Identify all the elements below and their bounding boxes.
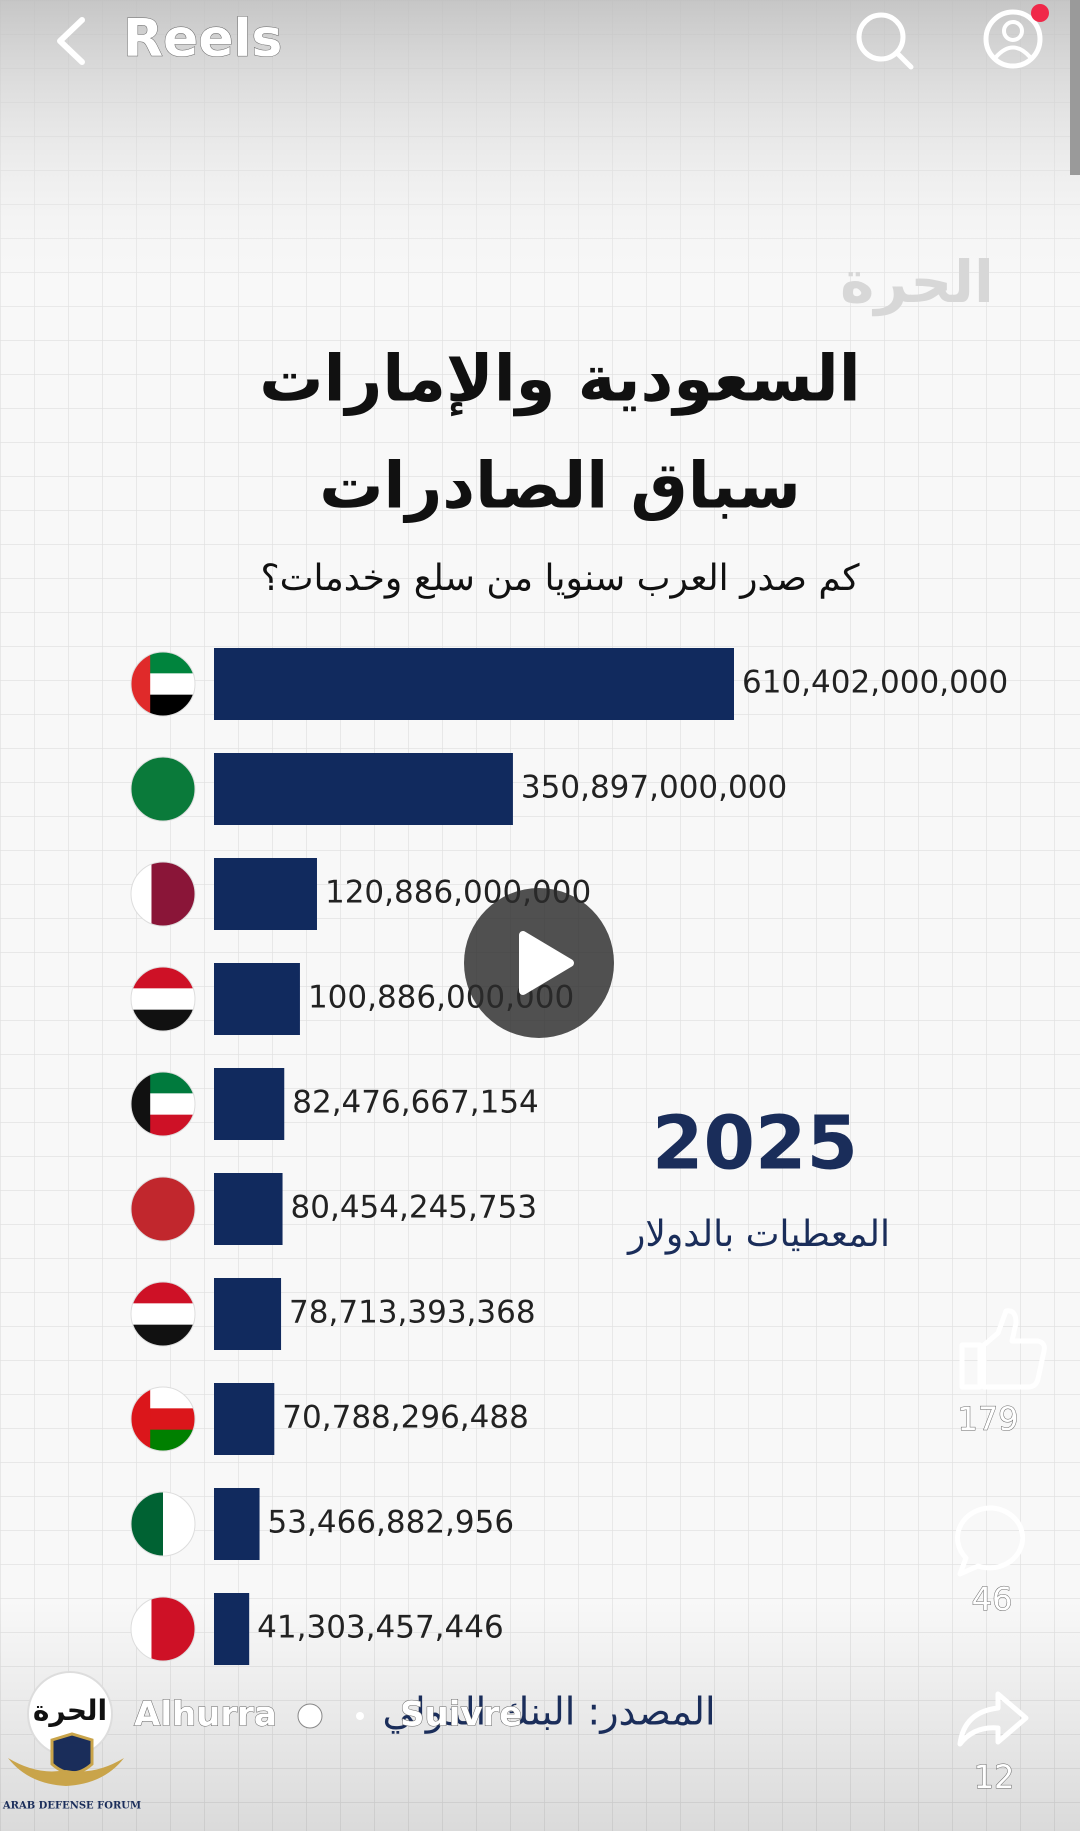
follow-button[interactable]: Suivre [400, 1694, 523, 1735]
value-label: 80,454,245,753 [291, 1190, 538, 1226]
bar [214, 1068, 285, 1140]
bar [214, 1488, 260, 1560]
value-label: 78,713,393,368 [289, 1295, 536, 1331]
comment-count: 46 [972, 1580, 1013, 1618]
bar [214, 1383, 275, 1455]
profile-button[interactable] [983, 4, 1049, 69]
flag [131, 1072, 195, 1136]
bar [214, 1278, 282, 1350]
author-name[interactable]: Alhurra [134, 1694, 278, 1735]
flag-rim [130, 1281, 196, 1347]
value-label: 610,402,000,000 [742, 665, 1008, 701]
source: المصدر: البنك الدولي [382, 1690, 715, 1735]
chart-title: السعودية والإمارات [259, 343, 860, 417]
flag [131, 1282, 195, 1346]
separator-dot [356, 1712, 364, 1720]
value-label: 70,788,296,488 [282, 1400, 529, 1436]
flag-band [131, 1597, 152, 1661]
flag [131, 862, 195, 926]
overlay-logo: ARAB DEFENSE FORUM [2, 1732, 141, 1812]
bar [214, 648, 734, 720]
flag [131, 967, 195, 1031]
like-button[interactable] [959, 1308, 1047, 1390]
flag-stripe [131, 967, 195, 989]
search-button[interactable] [856, 12, 914, 70]
avatar-text: الحرة [33, 1694, 107, 1727]
flag-rim [130, 1071, 196, 1137]
bar [214, 858, 317, 930]
flag-band [131, 652, 151, 716]
flag [131, 1387, 195, 1451]
flag-band [131, 1072, 151, 1136]
flag [131, 757, 195, 821]
flag-rim [130, 1176, 196, 1242]
verified-badge [297, 1703, 323, 1729]
value-label: 53,466,882,956 [268, 1505, 515, 1541]
share-count: 12 [974, 1758, 1015, 1796]
flag-rim [130, 861, 196, 927]
value-label: 41,303,457,446 [257, 1610, 504, 1646]
value-label: 350,897,000,000 [521, 770, 787, 806]
flag-stripe [131, 1303, 195, 1326]
value-label: 82,476,667,154 [292, 1085, 539, 1121]
flag [131, 1177, 195, 1241]
chart-subtitle: كم صدر العرب سنويا من سلع وخدمات؟ [260, 558, 860, 599]
overlay-logo-name: ARAB DEFENSE FORUM [2, 1801, 141, 1812]
flag-rim [130, 1596, 196, 1662]
unit-note: المعطيات بالدولار [626, 1214, 890, 1255]
back-button[interactable] [57, 17, 85, 65]
bar [214, 1593, 250, 1665]
bar [214, 753, 513, 825]
header-title: Reels [123, 9, 282, 69]
flag-band [131, 1387, 151, 1451]
chart-title: سباق الصادرات [319, 450, 801, 524]
flag [131, 652, 195, 716]
flag-rim [130, 651, 196, 717]
flag-stripe [131, 1324, 195, 1346]
flag-stripe [131, 988, 195, 1011]
flag [131, 1597, 195, 1661]
flag-stripe [131, 1177, 195, 1241]
flag-rim [130, 1491, 196, 1557]
bar [214, 1173, 283, 1245]
flag-rim [130, 756, 196, 822]
comment-button[interactable] [955, 1505, 1026, 1577]
share-button[interactable] [957, 1691, 1029, 1747]
flag-stripe [131, 757, 195, 821]
flag-stripe [131, 1009, 195, 1031]
author-avatar[interactable]: الحرة [27, 1671, 113, 1757]
flag-rim [130, 1386, 196, 1452]
play-button[interactable] [464, 888, 614, 1038]
scrollbar [1070, 0, 1080, 175]
like-count: 179 [957, 1400, 1018, 1438]
year: 2025 [652, 1101, 858, 1187]
flag-rim [130, 966, 196, 1032]
watermark: الحرة [840, 248, 994, 317]
flag-band [131, 862, 152, 926]
bar [214, 963, 300, 1035]
flag-stripe [131, 1282, 195, 1304]
